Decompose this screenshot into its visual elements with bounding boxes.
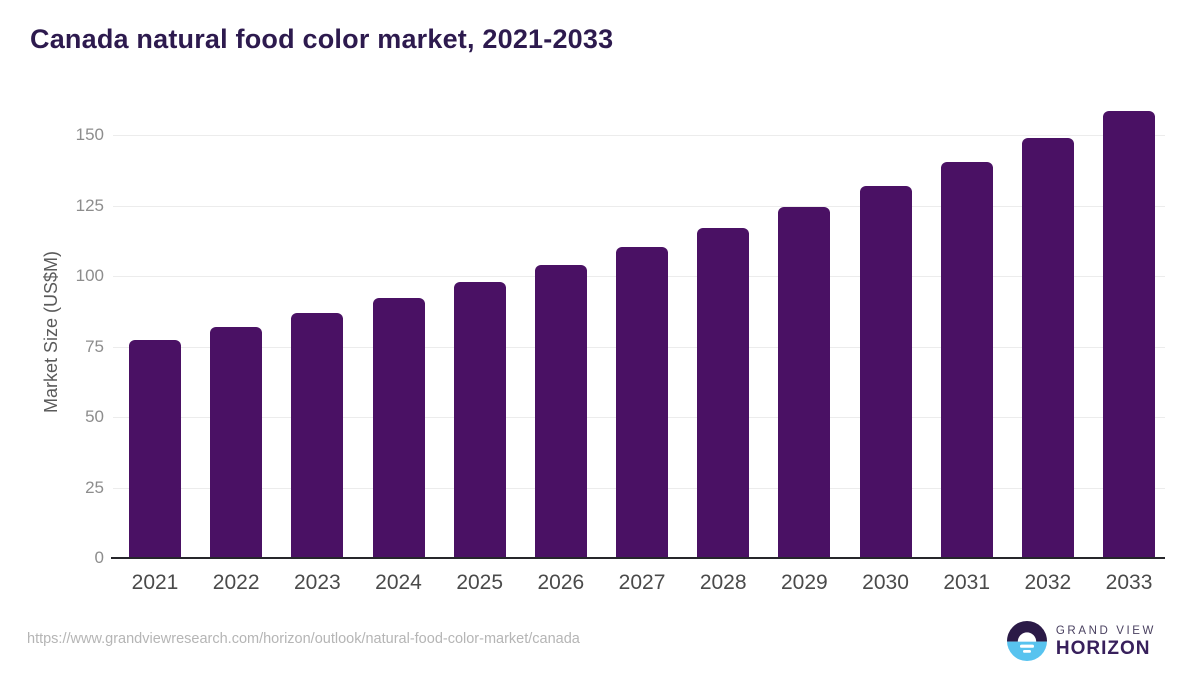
bar-2031 (940, 162, 993, 557)
x-axis-line (111, 557, 1165, 559)
y-tick-label: 100 (75, 266, 104, 285)
x-tick-label: 2026 (537, 571, 585, 594)
y-tick-label: 150 (75, 125, 104, 144)
bar-2033 (1103, 111, 1156, 557)
y-tick-label: 50 (85, 407, 104, 426)
x-tick-label: 2028 (699, 571, 747, 594)
x-tick-label: 2027 (618, 571, 666, 594)
sunrise-horizon-icon (1006, 621, 1047, 661)
x-tick-label: 2033 (1105, 571, 1153, 594)
logo-line1: GRAND VIEW (1055, 624, 1156, 637)
bar-2026 (534, 265, 587, 557)
x-tick-label: 2023 (293, 571, 341, 594)
x-tick-label: 2025 (456, 571, 504, 594)
y-tick-label: 0 (94, 548, 104, 567)
x-tick-label: 2032 (1024, 571, 1072, 594)
bar-2030 (859, 186, 912, 557)
bar-2028 (697, 228, 750, 557)
bar-2021 (129, 339, 181, 557)
y-tick-label: 125 (75, 195, 104, 215)
bar-2025 (453, 282, 506, 557)
bar-2022 (210, 327, 263, 557)
source-url: https://www.grandviewresearch.com/horizo… (27, 631, 580, 647)
x-tick-label: 2030 (862, 571, 909, 594)
x-tick-label: 2029 (781, 571, 828, 594)
bar-2032 (1021, 138, 1074, 557)
logo-text: GRAND VIEW HORIZON (1056, 624, 1156, 659)
x-tick-label: 2021 (131, 571, 179, 594)
bar-2029 (778, 207, 831, 557)
grand-view-horizon-logo: GRAND VIEW HORIZON (1006, 621, 1156, 661)
x-tick-label: 2022 (212, 571, 260, 594)
y-tick-label: 75 (85, 336, 104, 356)
chart-title: Canada natural food color market, 2021-2… (30, 24, 614, 54)
gridline-125 (113, 205, 1165, 207)
gridline-150 (113, 135, 1165, 136)
x-tick-label: 2031 (943, 571, 991, 594)
y-tick-label: 25 (85, 477, 104, 497)
plot-area: 0 25 50 75 100 125 150 2021 2022 2023 2024 2025 2026… (76, 100, 1165, 594)
bar-2024 (372, 297, 425, 557)
logo-line2: HORIZON (1055, 637, 1151, 659)
bar-2027 (616, 246, 669, 557)
bar-2023 (291, 313, 344, 557)
x-tick-label: 2024 (375, 571, 422, 594)
